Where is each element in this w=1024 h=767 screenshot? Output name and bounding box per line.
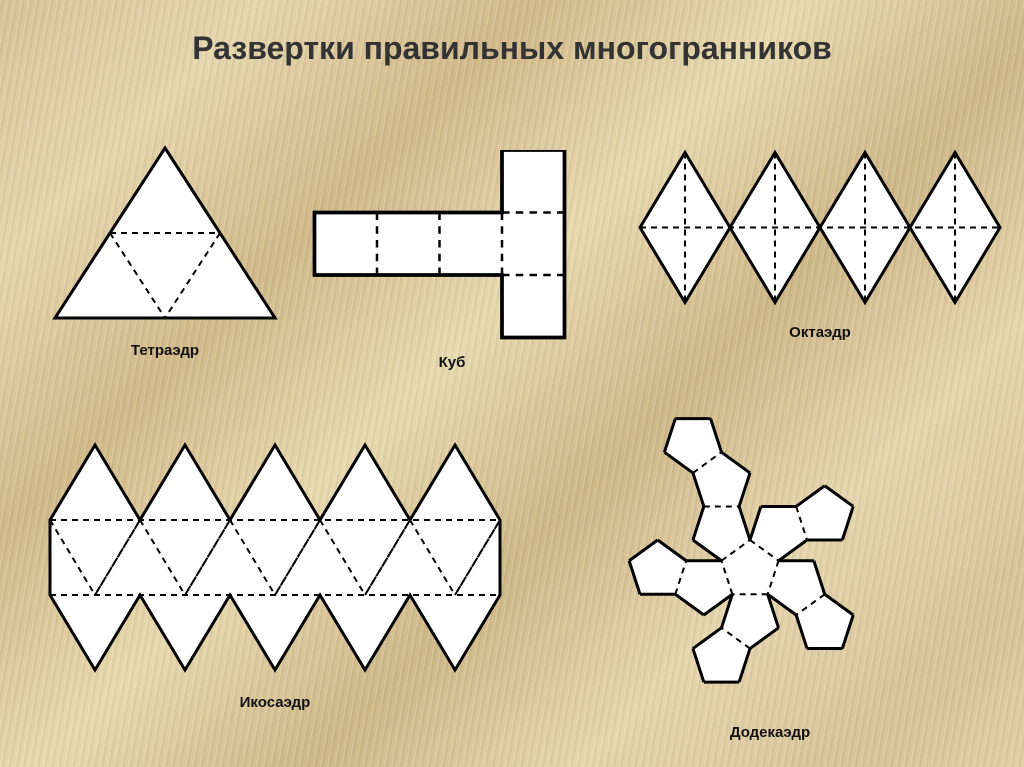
icosahedron-label: Икосаэдр: [40, 694, 510, 711]
slide-title: Развертки правильных многогранников: [0, 30, 1024, 67]
figure-cube: Куб: [302, 150, 602, 371]
figure-octahedron: Октаэдр: [630, 135, 1010, 341]
dodecahedron-label: Додекаэдр: [560, 724, 980, 741]
icosahedron-net: [40, 430, 510, 690]
slide: Развертки правильных многогранников Тетр…: [0, 0, 1024, 767]
octahedron-label: Октаэдр: [630, 324, 1010, 341]
dodecahedron-net: [560, 400, 980, 720]
cube-label: Куб: [302, 354, 602, 371]
tetrahedron-label: Тетраэдр: [45, 342, 285, 359]
figure-icosahedron: Икосаэдр: [40, 430, 510, 711]
figure-tetrahedron: Тетраэдр: [45, 138, 285, 359]
figure-dodecahedron: Додекаэдр: [560, 400, 980, 741]
tetrahedron-net: [45, 138, 285, 338]
cube-net: [302, 150, 602, 350]
octahedron-net: [630, 135, 1010, 320]
